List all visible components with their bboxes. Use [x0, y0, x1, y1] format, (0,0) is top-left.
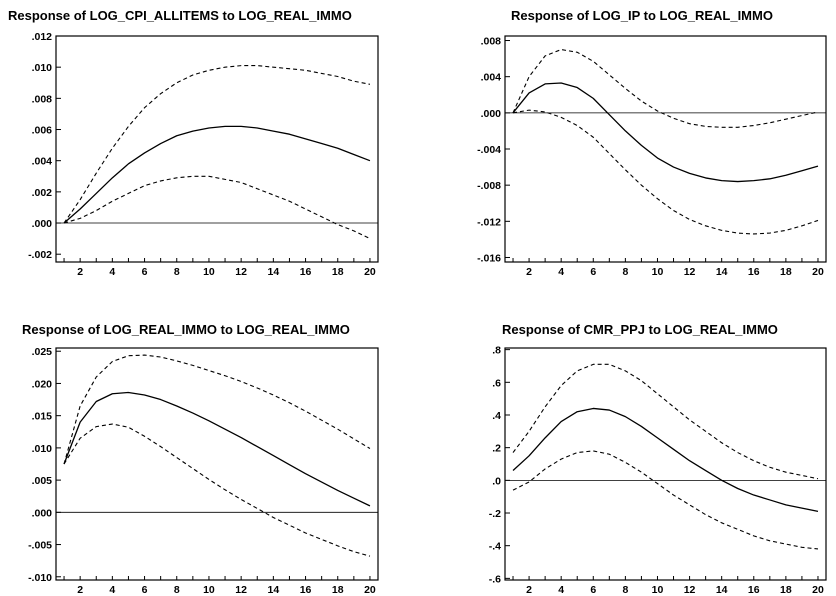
x-tick-label: 20: [364, 266, 376, 278]
chart-title: Response of LOG_CPI_ALLITEMS to LOG_REAL…: [8, 8, 352, 23]
x-tick-label: 4: [109, 266, 115, 278]
x-tick-label: 4: [558, 266, 564, 278]
y-tick-label: .010: [32, 443, 53, 455]
y-tick-label: .008: [481, 36, 502, 48]
y-tick-label: -.4: [489, 541, 501, 553]
y-tick-label: .4: [492, 410, 501, 422]
confidence-band-line: [512, 109, 819, 235]
y-tick-label: .000: [32, 507, 53, 519]
y-tick-label: -.010: [28, 572, 52, 584]
confidence-band-line: [63, 423, 371, 557]
y-tick-label: .005: [32, 475, 53, 487]
x-tick-label: 10: [652, 266, 664, 278]
y-tick-label: .004: [481, 72, 502, 84]
plot-frame: [504, 347, 827, 581]
y-tick-label: .000: [481, 108, 502, 120]
x-tick-label: 2: [77, 584, 83, 596]
response-line: [63, 391, 371, 507]
chart-title: Response of LOG_IP to LOG_REAL_IMMO: [511, 8, 773, 23]
confidence-band-line: [63, 175, 371, 240]
x-tick-label: 20: [364, 584, 376, 596]
x-tick-label: 12: [684, 584, 696, 596]
x-tick-label: 6: [590, 266, 596, 278]
response-line: [512, 82, 819, 183]
y-tick-label: -.012: [477, 216, 501, 228]
chart-panel-1: Response of LOG_CPI_ALLITEMS to LOG_REAL…: [8, 8, 379, 278]
x-tick-label: 2: [526, 266, 532, 278]
y-tick-label: .002: [32, 187, 53, 199]
x-tick-label: 14: [716, 584, 728, 596]
y-tick-label: -.002: [28, 249, 52, 261]
response-line: [63, 125, 371, 224]
x-tick-label: 8: [622, 266, 628, 278]
y-tick-label: .006: [32, 125, 53, 137]
y-tick-label: .025: [32, 346, 53, 358]
y-tick-label: .000: [32, 218, 53, 230]
x-tick-label: 14: [716, 266, 728, 278]
confidence-band-line: [512, 450, 819, 550]
chart-panel-2: Response of LOG_IP to LOG_REAL_IMMO .008.…: [477, 8, 827, 278]
x-tick-label: 16: [300, 266, 312, 278]
x-tick-label: 12: [684, 266, 696, 278]
x-tick-label: 18: [780, 584, 792, 596]
y-tick-label: .010: [32, 62, 53, 74]
confidence-band-line: [63, 354, 371, 465]
x-tick-label: 4: [558, 584, 564, 596]
x-tick-label: 14: [268, 584, 280, 596]
plot-frame: [55, 35, 379, 263]
chart-panel-3: Response of LOG_REAL_IMMO to LOG_REAL_IM…: [22, 322, 379, 596]
x-tick-label: 6: [142, 266, 148, 278]
confidence-band-line: [63, 65, 371, 224]
chart-title: Response of LOG_REAL_IMMO to LOG_REAL_IM…: [22, 322, 350, 337]
chart-panel-4: Response of CMR_PPJ to LOG_REAL_IMMO.8 .6…: [489, 322, 827, 596]
y-tick-label: -.2: [489, 508, 501, 520]
confidence-band-line: [512, 49, 819, 128]
x-tick-label: 18: [332, 266, 344, 278]
y-tick-label: -.008: [477, 180, 501, 192]
x-tick-label: 6: [142, 584, 148, 596]
chart-title: Response of CMR_PPJ to LOG_REAL_IMMO: [502, 322, 778, 337]
x-tick-label: 8: [174, 266, 180, 278]
x-tick-label: 12: [235, 266, 247, 278]
x-tick-label: 2: [526, 584, 532, 596]
y-tick-label: -.6: [489, 573, 501, 585]
x-tick-label: 12: [235, 584, 247, 596]
x-tick-label: 20: [812, 266, 824, 278]
y-tick-label: .6: [492, 377, 501, 389]
x-tick-label: 2: [77, 266, 83, 278]
y-tick-label: .015: [32, 411, 53, 423]
x-tick-label: 16: [748, 584, 760, 596]
y-tick-label: .2: [492, 443, 501, 455]
x-tick-label: 14: [268, 266, 280, 278]
x-tick-label: 6: [590, 584, 596, 596]
y-tick-label: .008: [32, 93, 53, 105]
x-tick-label: 8: [174, 584, 180, 596]
confidence-band-line: [512, 363, 819, 480]
x-tick-label: 18: [332, 584, 344, 596]
y-tick-label: .0: [492, 475, 501, 487]
x-tick-label: 10: [652, 584, 664, 596]
x-tick-label: 20: [812, 584, 824, 596]
x-tick-label: 16: [748, 266, 760, 278]
y-tick-label: -.016: [477, 252, 501, 264]
y-tick-label: .8: [492, 345, 501, 357]
x-tick-label: 10: [203, 584, 215, 596]
y-tick-label: .004: [32, 156, 53, 168]
y-tick-label: -.005: [28, 540, 52, 552]
x-tick-label: 10: [203, 266, 215, 278]
plot-frame: [504, 35, 827, 263]
x-tick-label: 18: [780, 266, 792, 278]
y-tick-label: -.004: [477, 144, 501, 156]
y-tick-label: .012: [32, 31, 53, 43]
plot-frame: [55, 347, 379, 581]
response-line: [512, 407, 819, 513]
x-tick-label: 16: [300, 584, 312, 596]
y-tick-label: .020: [32, 378, 53, 390]
x-tick-label: 4: [109, 584, 115, 596]
x-tick-label: 8: [622, 584, 628, 596]
